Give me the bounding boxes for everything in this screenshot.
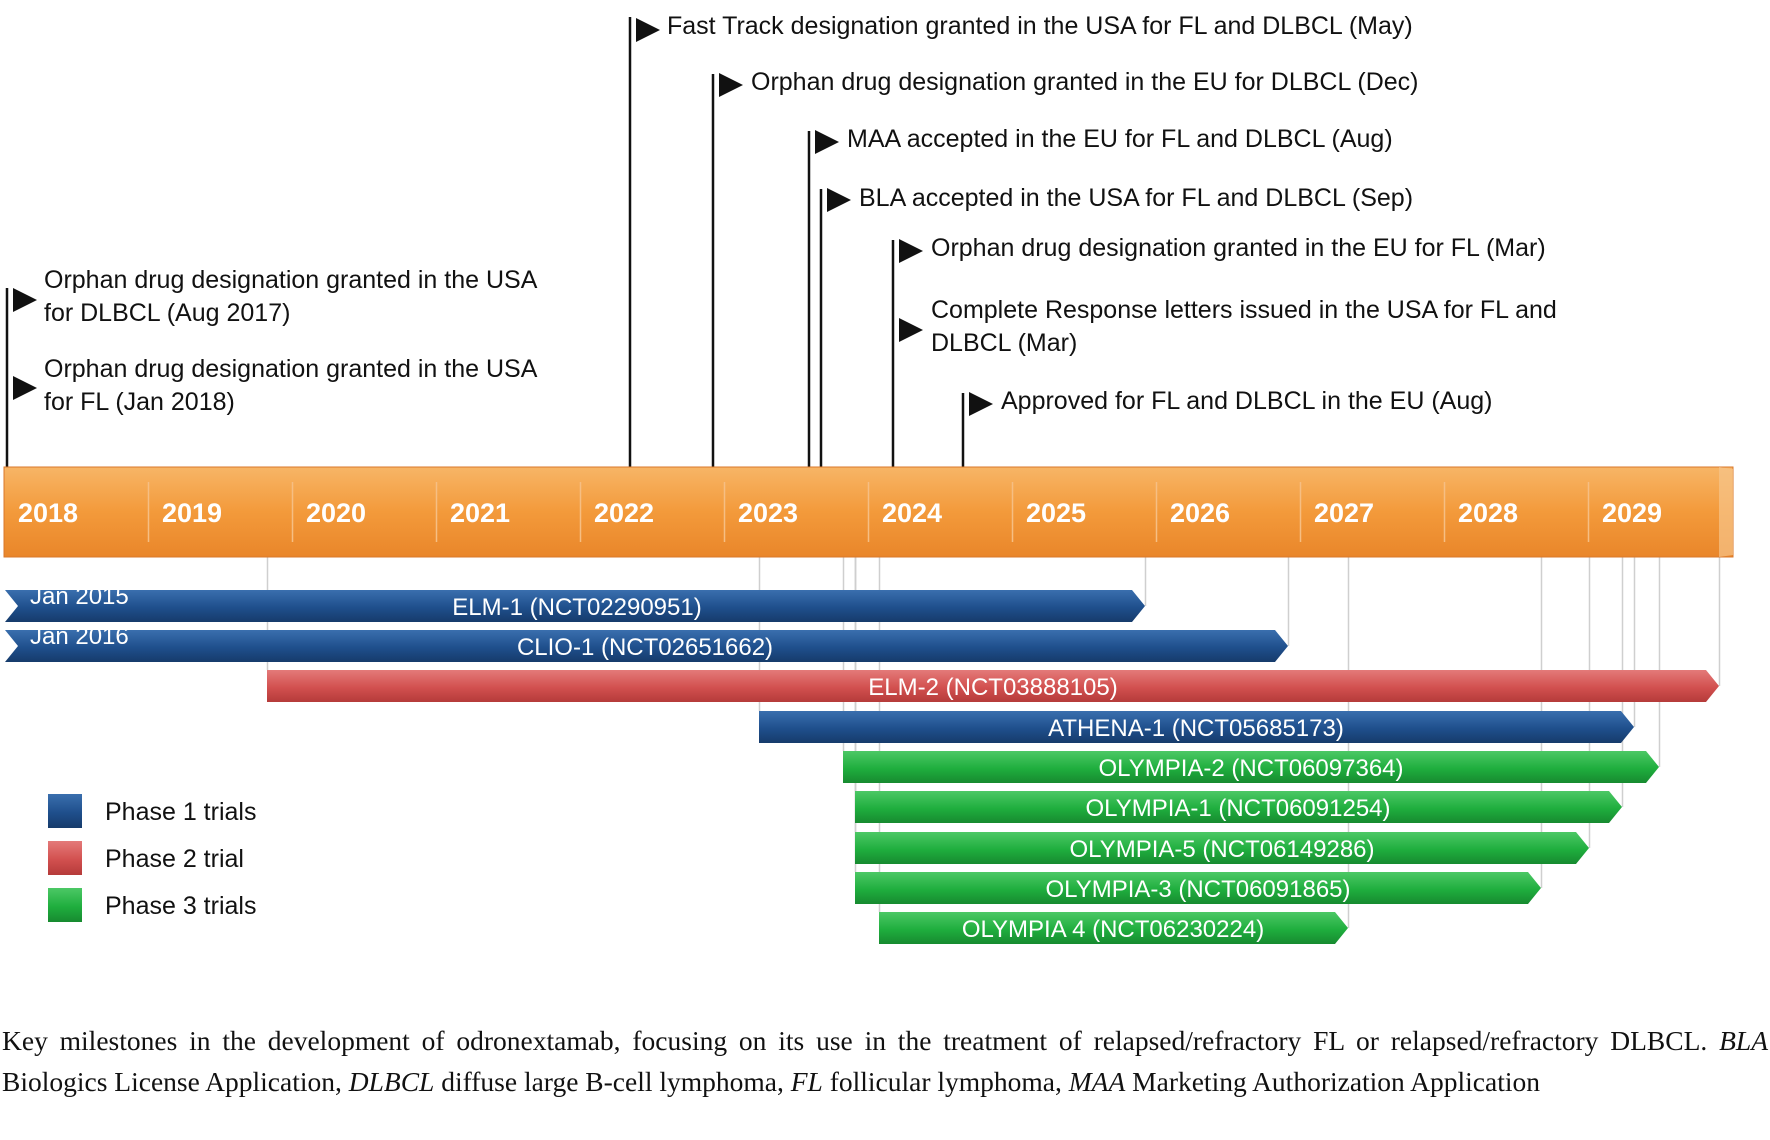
- milestone-7: Approved for FL and DLBCL in the EU (Aug…: [961, 387, 1492, 467]
- milestone-3: MAA accepted in the EU for FL and DLBCL …: [807, 125, 1393, 467]
- abbreviation-definition: diffuse large B-cell lymphoma,: [434, 1066, 791, 1097]
- milestone-text: Orphan drug designation granted in the E…: [931, 234, 1546, 262]
- trial-name-label: OLYMPIA-2 (NCT06097364): [1098, 755, 1403, 782]
- trial-bar-shape: [855, 872, 1541, 904]
- trial-name-label: ATHENA-1 (NCT05685173): [1048, 715, 1344, 742]
- legend-item-phase-1: Phase 1 trials: [48, 794, 256, 828]
- trial-name-label: ELM-2 (NCT03888105): [868, 674, 1117, 701]
- year-label-2027: 2027: [1314, 498, 1374, 528]
- milestone-text: for DLBCL (Aug 2017): [44, 299, 290, 327]
- abbreviation-term: DLBCL: [348, 1066, 435, 1097]
- legend-label: Phase 2 trial: [105, 845, 244, 873]
- year-label-2025: 2025: [1026, 498, 1086, 528]
- trial-bar-9: OLYMPIA 4 (NCT06230224): [879, 912, 1348, 944]
- trial-bar-4: ATHENA-1 (NCT05685173): [759, 711, 1634, 743]
- trial-bar-8: OLYMPIA-3 (NCT06091865): [855, 872, 1541, 904]
- abbreviation-term: MAA: [1068, 1066, 1126, 1097]
- legend-item-phase-2: Phase 2 trial: [48, 841, 244, 875]
- milestone-text: Fast Track designation granted in the US…: [667, 12, 1413, 40]
- abbreviation-term: BLA: [1719, 1025, 1768, 1056]
- milestone-timeline-diagram: Fast Track designation granted in the US…: [3, 12, 1734, 944]
- milestone-text: Orphan drug designation granted in the U…: [44, 355, 538, 383]
- year-label-2028: 2028: [1458, 498, 1518, 528]
- year-label-2018: 2018: [18, 498, 78, 528]
- caption-intro: Key milestones in the development of odr…: [2, 1025, 1720, 1056]
- year-label-2021: 2021: [450, 498, 510, 528]
- legend-label: Phase 1 trials: [105, 798, 256, 826]
- legend-label: Phase 3 trials: [105, 892, 256, 920]
- milestone-9: Orphan drug designation granted in the U…: [13, 355, 538, 416]
- year-label-2023: 2023: [738, 498, 798, 528]
- milestone-text: Orphan drug designation granted in the U…: [44, 266, 538, 294]
- flag-arrow-icon: [636, 18, 660, 42]
- flag-arrow-icon: [969, 392, 993, 416]
- timeline-arrow-tip: [1719, 467, 1733, 557]
- trial-start-label: Jan 2015: [30, 583, 129, 610]
- milestone-5: Orphan drug designation granted in the E…: [891, 234, 1546, 467]
- milestone-1: Fast Track designation granted in the US…: [628, 12, 1413, 467]
- flag-arrow-icon: [827, 188, 851, 212]
- milestone-text: for FL (Jan 2018): [44, 388, 235, 416]
- figure-caption: Key milestones in the development of odr…: [2, 1020, 1768, 1102]
- milestone-2: Orphan drug designation granted in the E…: [711, 68, 1419, 467]
- trial-bar-7: OLYMPIA-5 (NCT06149286): [855, 832, 1589, 864]
- caption-abbreviations: BLA Biologics License Application, DLBCL…: [2, 1025, 1768, 1097]
- abbreviation-definition: follicular lymphoma,: [822, 1066, 1069, 1097]
- year-label-2019: 2019: [162, 498, 222, 528]
- flag-arrow-icon: [13, 376, 37, 400]
- flag-arrow-icon: [13, 288, 37, 312]
- abbreviation-definition: Marketing Authorization Application: [1125, 1066, 1540, 1097]
- milestone-text: Orphan drug designation granted in the E…: [751, 68, 1419, 96]
- trial-bar-shape: [267, 670, 1719, 702]
- trial-name-label: OLYMPIA 4 (NCT06230224): [962, 916, 1264, 943]
- trial-name-label: CLIO-1 (NCT02651662): [517, 634, 773, 661]
- year-label-2026: 2026: [1170, 498, 1230, 528]
- legend-item-phase-3: Phase 3 trials: [48, 888, 256, 922]
- flag-arrow-icon: [899, 239, 923, 263]
- year-label-2029: 2029: [1602, 498, 1662, 528]
- trial-bar-2: Jan 2016 CLIO-1 (NCT02651662): [5, 623, 1288, 662]
- trial-bar-shape: [759, 711, 1634, 743]
- year-label-2024: 2024: [882, 498, 942, 528]
- legend-swatch: [48, 888, 82, 922]
- trial-bar-shape: [855, 832, 1589, 864]
- trial-name-label: ELM-1 (NCT02290951): [452, 594, 701, 621]
- milestone-text: BLA accepted in the USA for FL and DLBCL…: [859, 184, 1413, 212]
- abbreviation-definition: Biologics License Application,: [2, 1066, 349, 1097]
- milestone-text: Complete Response letters issued in the …: [931, 296, 1557, 324]
- year-label-2020: 2020: [306, 498, 366, 528]
- trial-bar-shape: [855, 791, 1622, 823]
- trial-bar-shape: [5, 630, 1288, 662]
- milestone-8: Orphan drug designation granted in the U…: [5, 266, 538, 467]
- flag-arrow-icon: [899, 318, 923, 342]
- trial-bar-1: Jan 2015 ELM-1 (NCT02290951): [5, 583, 1145, 622]
- trial-start-label: Jan 2016: [30, 623, 129, 650]
- milestone-4: BLA accepted in the USA for FL and DLBCL…: [819, 184, 1413, 467]
- flag-arrow-icon: [815, 130, 839, 154]
- legend-swatch: [48, 794, 82, 828]
- trial-bar-shape: [5, 590, 1145, 622]
- trial-name-label: OLYMPIA-1 (NCT06091254): [1085, 795, 1390, 822]
- flag-arrow-icon: [719, 73, 743, 97]
- year-label-2022: 2022: [594, 498, 654, 528]
- trial-bar-shape: [843, 751, 1659, 783]
- trial-bar-3: ELM-2 (NCT03888105): [267, 670, 1719, 702]
- trial-name-label: OLYMPIA-3 (NCT06091865): [1045, 876, 1350, 903]
- trial-bar-shape: [879, 912, 1348, 944]
- trial-bar-6: OLYMPIA-1 (NCT06091254): [855, 791, 1622, 823]
- legend-swatch: [48, 841, 82, 875]
- milestone-6: Complete Response letters issued in the …: [899, 296, 1557, 357]
- trial-bar-5: OLYMPIA-2 (NCT06097364): [843, 751, 1659, 783]
- milestone-text: DLBCL (Mar): [931, 329, 1077, 357]
- trial-name-label: OLYMPIA-5 (NCT06149286): [1069, 836, 1374, 863]
- milestone-text: Approved for FL and DLBCL in the EU (Aug…: [1001, 387, 1492, 415]
- milestone-text: MAA accepted in the EU for FL and DLBCL …: [847, 125, 1393, 153]
- abbreviation-term: FL: [790, 1066, 823, 1097]
